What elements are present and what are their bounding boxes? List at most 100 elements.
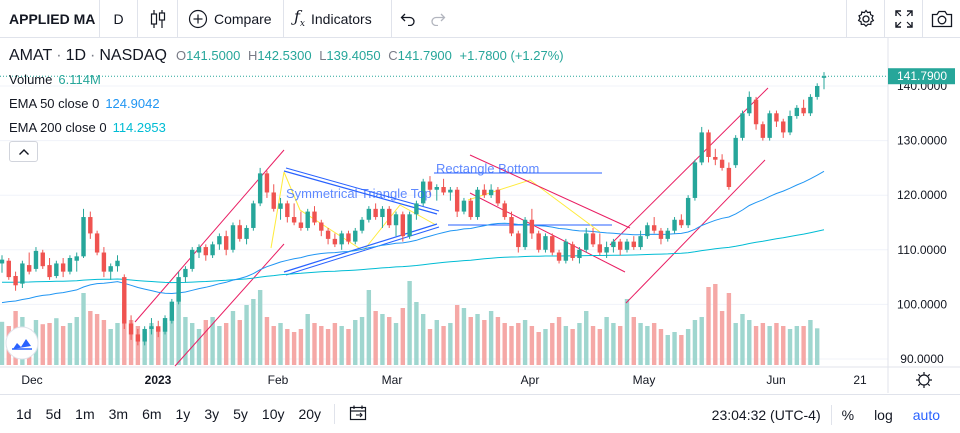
- volume-bar: [264, 317, 270, 365]
- volume-bar: [312, 323, 317, 365]
- volume-bar: [353, 320, 358, 365]
- volume-bar: [509, 326, 514, 365]
- candle-body: [169, 301, 175, 321]
- compare-button[interactable]: Compare: [178, 0, 284, 38]
- candle-body: [257, 173, 263, 204]
- candle-body: [332, 238, 338, 245]
- candle-body: [468, 200, 473, 218]
- log-toggle[interactable]: log: [874, 406, 893, 423]
- channel-line: [625, 159, 766, 304]
- candle-body: [563, 241, 569, 261]
- chevron-up-icon: [18, 148, 29, 155]
- settings-button[interactable]: [846, 0, 884, 38]
- candle-body: [767, 113, 772, 138]
- indicators-label: Indicators: [311, 10, 372, 27]
- undo-icon[interactable]: [400, 12, 416, 26]
- volume-bar: [142, 332, 147, 365]
- percent-toggle[interactable]: %: [841, 406, 855, 423]
- volume-bar: [774, 323, 779, 365]
- volume-bar: [285, 329, 290, 365]
- candle-body: [305, 211, 310, 228]
- legend-main: AMAT · 1D · NASDAQ O141.5000 H142.5300 L…: [9, 44, 564, 68]
- candle-body: [264, 173, 270, 193]
- chart-type-button[interactable]: [138, 0, 178, 38]
- candle-body: [570, 244, 575, 258]
- candle-body: [747, 96, 752, 114]
- candle-body: [196, 247, 202, 253]
- volume-bar: [645, 326, 650, 365]
- volume-bar: [346, 329, 351, 365]
- sun-settings-icon: [918, 374, 930, 386]
- candle-body: [20, 263, 25, 284]
- range-5d[interactable]: 5d: [45, 406, 62, 422]
- volume-bar: [482, 320, 487, 365]
- range-1m[interactable]: 1m: [75, 406, 95, 422]
- volume-bar: [88, 311, 93, 365]
- last-price-badge-bg: [888, 68, 955, 85]
- volume-bar: [692, 320, 698, 365]
- volume-bar: [387, 317, 392, 365]
- candle-body: [679, 219, 684, 226]
- volume-bar: [461, 308, 467, 365]
- range-3m[interactable]: 3m: [108, 406, 129, 422]
- fx-icon: ƒx: [294, 7, 305, 30]
- volume-bar: [101, 320, 107, 365]
- volume-bar: [651, 323, 657, 365]
- candle-body: [393, 214, 399, 226]
- legend-volume[interactable]: Volume 6.114M: [9, 68, 564, 92]
- ema200-label: EMA 200 close 0: [9, 120, 107, 135]
- volume-bar: [767, 326, 772, 365]
- fullscreen-button[interactable]: [884, 0, 922, 38]
- candle-body: [298, 222, 304, 228]
- volume-bar: [638, 323, 643, 365]
- volume-bar: [522, 320, 528, 365]
- range-10y[interactable]: 10y: [261, 406, 285, 422]
- interval-button[interactable]: D: [100, 0, 138, 38]
- go-to-date-button[interactable]: [349, 405, 367, 424]
- candle-body: [101, 252, 107, 272]
- candle-body: [475, 189, 480, 218]
- volume-bar: [448, 323, 453, 365]
- volume-bar: [753, 326, 759, 365]
- legend-collapse-button[interactable]: [9, 141, 38, 162]
- legend-dot: ·: [90, 47, 96, 64]
- candle-body: [794, 107, 800, 117]
- indicators-button[interactable]: ƒx Indicators: [284, 0, 392, 38]
- candle-body: [448, 189, 453, 193]
- range-1y[interactable]: 1y: [175, 406, 191, 422]
- candle-body: [291, 217, 297, 223]
- close-key: C: [388, 48, 398, 63]
- volume-bar: [468, 317, 473, 365]
- symbol-search[interactable]: APPLIED MA: [0, 0, 100, 38]
- candle-body: [366, 208, 372, 220]
- range-1d[interactable]: 1d: [16, 406, 32, 422]
- high-key: H: [247, 48, 258, 63]
- ema50-line: [1, 170, 825, 304]
- range-3y[interactable]: 3y: [204, 406, 220, 422]
- clock-time[interactable]: 23:04:32 (UTC-4): [711, 406, 821, 423]
- chart-area[interactable]: Rectangle Bottom Symmetrical Triangle To…: [0, 38, 960, 393]
- range-20y[interactable]: 20y: [298, 406, 322, 422]
- bottom-toolbar: 1d 5d 1m 3m 6m 1y 3y 5y 10y 20y 23:04:32…: [0, 394, 960, 433]
- triangle-support: [283, 223, 438, 273]
- price-axis: 140.0000130.0000120.0000110.0000100.0000…: [897, 79, 947, 366]
- candle-body: [26, 265, 32, 272]
- snapshot-button[interactable]: [922, 0, 960, 38]
- price-axis-label: 110.0000: [897, 243, 946, 257]
- candle-body: [529, 219, 535, 234]
- divider: [830, 404, 832, 425]
- range-6m[interactable]: 6m: [142, 406, 162, 422]
- axis-settings-button[interactable]: [916, 372, 932, 388]
- redo-icon[interactable]: [430, 12, 446, 26]
- volume-bar: [251, 299, 256, 365]
- legend-ema50[interactable]: EMA 50 close 0 124.9042: [9, 92, 564, 116]
- candle-body: [719, 159, 725, 168]
- volume-bar: [747, 320, 752, 365]
- legend-ema200[interactable]: EMA 200 close 0 114.2953: [9, 116, 564, 140]
- price-axis-label: 100.0000: [897, 297, 947, 311]
- volume-bar: [332, 323, 338, 365]
- volume-bar: [665, 335, 670, 365]
- auto-toggle[interactable]: auto: [912, 406, 940, 423]
- range-5y[interactable]: 5y: [233, 406, 248, 422]
- range-buttons: 1d 5d 1m 3m 6m 1y 3y 5y 10y 20y: [9, 406, 328, 422]
